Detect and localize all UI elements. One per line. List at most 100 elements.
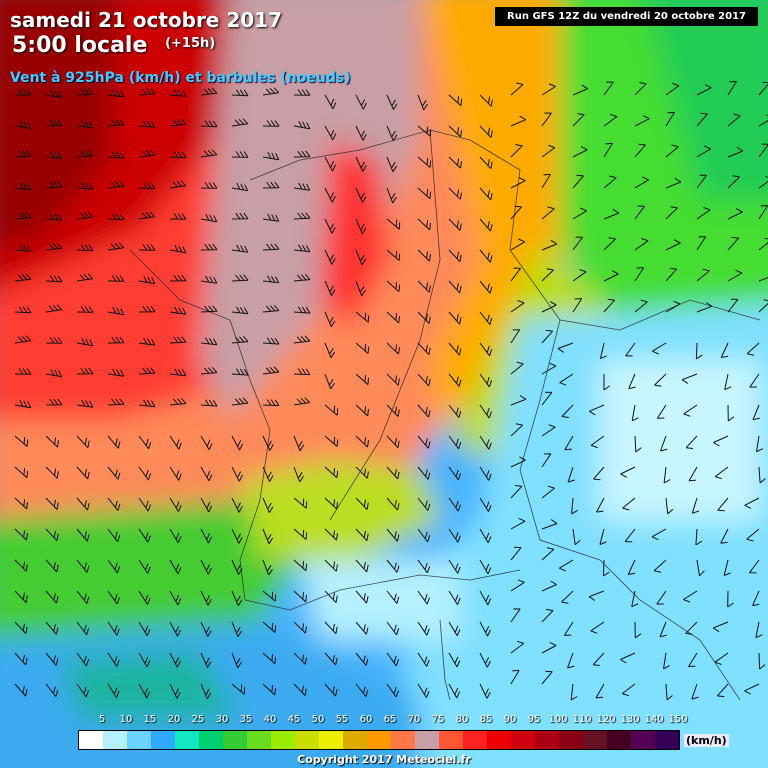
wind-barb-icon	[76, 466, 90, 480]
wind-barb-icon	[169, 306, 187, 315]
wind-barb-icon	[665, 144, 679, 158]
wind-barb-icon	[231, 306, 249, 315]
wind-barb-icon	[107, 652, 120, 667]
wind-barb-icon	[355, 156, 367, 172]
wind-barb-icon	[107, 590, 120, 605]
wind-barb-icon	[634, 115, 650, 127]
wind-barb-icon	[714, 652, 729, 665]
wind-barb-icon	[510, 329, 521, 344]
wind-barb-icon	[448, 683, 461, 699]
wind-barb-icon	[417, 342, 431, 356]
wind-barb-icon	[510, 361, 524, 375]
wind-barb-icon	[138, 652, 151, 668]
wind-barb-icon	[14, 497, 28, 510]
wind-barb-icon	[355, 280, 366, 297]
wind-barb-icon	[386, 125, 398, 141]
wind-barb-icon	[169, 244, 187, 254]
wind-barb-icon	[727, 113, 741, 127]
wind-barb-icon	[571, 497, 578, 515]
wind-barb-icon	[696, 174, 707, 189]
legend-tick-label: 90	[503, 714, 517, 725]
wind-barb-icon	[541, 519, 558, 530]
wind-barb-icon	[510, 177, 526, 189]
wind-barb-icon	[138, 275, 156, 285]
wind-barb-icon	[479, 559, 492, 575]
wind-barb-icon	[567, 652, 575, 669]
wind-barb-icon	[45, 213, 63, 221]
legend-swatch	[199, 731, 223, 749]
wind-barb-icon	[665, 267, 678, 282]
legend-tick-label: 140	[644, 714, 664, 725]
legend-swatch	[439, 731, 463, 749]
wind-barb-icon	[417, 528, 431, 543]
wind-barb-icon	[355, 559, 369, 573]
wind-barb-icon	[479, 218, 493, 232]
wind-barb-icon	[45, 590, 59, 604]
wind-barb-icon	[603, 270, 619, 282]
wind-barb-icon	[696, 268, 710, 282]
wind-barb-icon	[169, 397, 187, 406]
wind-barb-icon	[417, 559, 431, 574]
wind-barb-icon	[231, 621, 243, 638]
wind-barb-icon	[570, 683, 578, 701]
wind-barb-icon	[448, 125, 462, 138]
wind-barb-icon	[107, 368, 125, 377]
wind-barb-icon	[417, 311, 431, 324]
wind-barb-icon	[510, 485, 523, 499]
wind-barb-icon	[200, 466, 213, 482]
wind-barb-icon	[324, 621, 338, 635]
legend-tick-label: 45	[287, 714, 301, 725]
legend-tick-label: 120	[596, 714, 616, 725]
wind-barb-icon	[479, 621, 492, 637]
wind-barb-icon	[169, 336, 187, 344]
wind-barb-icon	[417, 156, 432, 168]
wind-barb-icon	[695, 342, 703, 360]
wind-barb-icon	[479, 497, 492, 512]
wind-barb-icon	[572, 269, 587, 282]
run-info-box: Run GFS 12Z du vendredi 20 octobre 2017	[495, 7, 758, 26]
legend-swatch	[271, 731, 295, 749]
wind-barb-icon	[138, 211, 156, 220]
wind-barb-icon	[665, 111, 675, 127]
wind-barb-icon	[231, 89, 249, 97]
wind-barb-icon	[169, 435, 182, 450]
wind-barb-icon	[541, 173, 551, 189]
wind-barb-icon	[631, 590, 639, 608]
wind-barb-icon	[76, 435, 90, 449]
wind-barb-icon	[76, 683, 89, 698]
wind-barb-icon	[138, 559, 151, 574]
wind-barb-icon	[355, 311, 370, 323]
legend-tick-label: 150	[668, 714, 688, 725]
wind-barb-icon	[76, 621, 90, 636]
wind-barb-icon	[688, 652, 698, 668]
wind-barb-icon	[510, 640, 525, 654]
wind-barb-icon	[541, 547, 555, 561]
legend-swatch	[391, 731, 415, 749]
wind-barb-icon	[541, 239, 558, 251]
wind-barb-icon	[262, 366, 280, 375]
wind-barb-icon	[231, 397, 249, 406]
wind-barb-icon	[45, 435, 59, 448]
wind-barb-icon	[355, 528, 369, 542]
wind-barb-icon	[14, 435, 29, 447]
wind-barb-icon	[717, 497, 729, 512]
wind-barb-icon	[324, 683, 338, 697]
wind-barb-icon	[169, 497, 182, 512]
wind-barb-icon	[138, 528, 151, 543]
wind-barb-icon	[448, 559, 461, 574]
wind-barb-icon	[696, 236, 707, 251]
wind-barb-icon	[262, 528, 274, 545]
wind-barb-icon	[262, 621, 277, 633]
wind-barb-icon	[758, 299, 768, 313]
wind-barb-icon	[564, 435, 574, 451]
wind-barb-icon	[200, 652, 212, 668]
wind-barb-icon	[386, 156, 398, 173]
wind-barb-icon	[685, 621, 698, 635]
wind-barb-icon	[727, 298, 739, 313]
wind-barb-icon	[634, 143, 646, 158]
wind-barb-icon	[355, 218, 367, 234]
wind-barb-icon	[355, 466, 369, 479]
wind-barb-icon	[293, 397, 311, 406]
wind-barb-icon	[720, 528, 729, 544]
wind-barb-icon	[324, 94, 337, 110]
